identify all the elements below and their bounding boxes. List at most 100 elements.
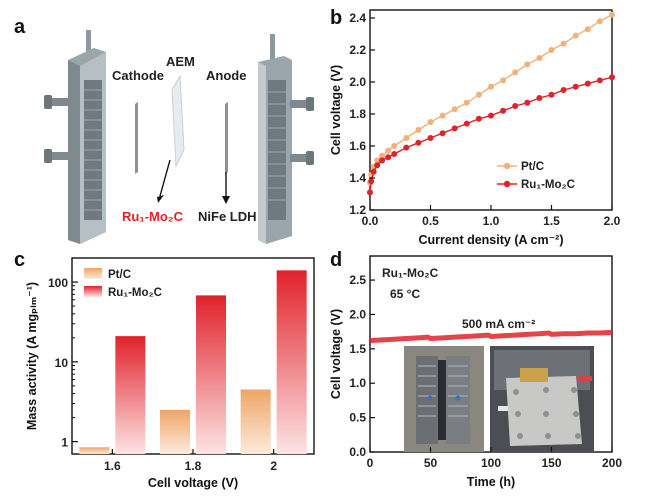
chart-b-xtick-label: 1.0 bbox=[483, 214, 500, 228]
chart-b-point bbox=[475, 91, 482, 98]
chart-b-point bbox=[512, 103, 519, 109]
chart-d-xtick-label: 50 bbox=[424, 456, 438, 470]
chart-b-point bbox=[427, 119, 434, 125]
chart-b-xtick-label: 0.5 bbox=[422, 214, 439, 228]
chart-b-point bbox=[548, 47, 555, 53]
chart-b-legend-ru: Ru₁-Mo₂C bbox=[521, 179, 575, 191]
chart-b-ytick-label: 1.4 bbox=[349, 171, 366, 185]
chart-c-bar bbox=[115, 336, 146, 454]
chart-c-bar bbox=[276, 270, 307, 454]
panel-letter-a: a bbox=[14, 16, 26, 38]
chart-b-point bbox=[385, 154, 392, 161]
chart-b-point bbox=[391, 143, 398, 149]
chart-d-xlabel: Time (h) bbox=[467, 475, 515, 489]
chart-b-ytick-label: 2.0 bbox=[349, 75, 366, 89]
chart-b-line-1 bbox=[369, 76, 613, 193]
cathode-label: Cathode bbox=[112, 68, 164, 83]
chart-b-ylabel: Cell voltage (V) bbox=[329, 65, 343, 155]
chart-c-legend-ptc: Pt/C bbox=[108, 269, 131, 281]
chart-b-point bbox=[524, 61, 531, 68]
chart-b-point bbox=[391, 151, 398, 157]
chart-b-point bbox=[536, 55, 543, 61]
chart-c-bar bbox=[196, 295, 226, 454]
chart-b-point bbox=[548, 91, 555, 98]
chart-d-xtick-label: 100 bbox=[481, 456, 501, 470]
anode-catalyst-label: NiFe LDH bbox=[198, 209, 257, 224]
chart-b-point bbox=[609, 11, 615, 18]
anode-label: Anode bbox=[206, 68, 246, 83]
chart-c-bar bbox=[240, 389, 271, 454]
chart-b-point bbox=[463, 120, 470, 127]
panel-a: a bbox=[14, 16, 314, 244]
chart-b-point bbox=[584, 26, 591, 33]
aem-membrane bbox=[171, 74, 185, 168]
chart-b-point bbox=[451, 125, 458, 132]
chart-b-point bbox=[488, 112, 494, 119]
chart-c-ylabel: Mass activity (A mgₚₗₘ⁻¹) bbox=[25, 282, 39, 430]
chart-b-point bbox=[572, 32, 579, 39]
chart-b-point bbox=[403, 135, 410, 141]
chart-c-xlabel: Cell voltage (V) bbox=[148, 476, 238, 490]
chart-d-marks bbox=[369, 329, 613, 344]
chart-b-ticks: 0.0 0.5 1.0 1.5 2.0 1.2 1.4 1.6 1.8 2.0 2.2 2.4 bbox=[349, 11, 620, 228]
chart-d-ytick-label: 0.0 bbox=[349, 445, 366, 459]
chart-d-xtick-label: 200 bbox=[602, 456, 622, 470]
chart-b-point bbox=[385, 147, 392, 154]
panel-b: b 0.0 0.5 1.0 1.5 2.0 1.2 1.4 1.6 1.8 2.0 2.2 2.4 C… bbox=[329, 7, 621, 247]
chart-b-point bbox=[572, 83, 579, 90]
chart-b-legend-ptc: Pt/C bbox=[521, 161, 544, 173]
cathode-electrode bbox=[135, 102, 138, 174]
chart-b-xlabel: Current density (A cm⁻²) bbox=[418, 233, 563, 247]
chart-b-point bbox=[379, 152, 386, 159]
chart-b-point bbox=[439, 130, 446, 137]
panel-d: d bbox=[329, 249, 622, 489]
electrolyzer-photo-right bbox=[490, 346, 594, 452]
chart-c-marks bbox=[79, 270, 307, 454]
left-end-plate bbox=[44, 30, 106, 244]
panel-c: c 1.6 1.8 2 1 10 100 Cell voltage (V) Mass ac… bbox=[14, 249, 315, 490]
chart-d-ytick-label: 2.5 bbox=[349, 273, 366, 287]
chart-d-ytick-label: 1.0 bbox=[349, 376, 366, 390]
chart-c-xtick-label: 1.6 bbox=[104, 459, 121, 473]
chart-b-point bbox=[415, 127, 422, 133]
panel-letter-d: d bbox=[330, 249, 342, 271]
chart-b-point bbox=[367, 189, 373, 196]
chart-b-point bbox=[374, 157, 381, 164]
chart-b-point bbox=[560, 87, 567, 93]
chart-b-point bbox=[415, 139, 422, 146]
chart-d-annotation-current: 500 mA cm⁻² bbox=[462, 317, 535, 331]
chart-b-point bbox=[584, 80, 591, 87]
chart-c-bar bbox=[79, 447, 110, 454]
chart-d-xtick-label: 150 bbox=[541, 456, 561, 470]
chart-b-point bbox=[500, 107, 507, 114]
chart-b-plot-area bbox=[369, 9, 613, 211]
electrolyzer-photo-left bbox=[404, 346, 484, 452]
chart-b-point bbox=[488, 83, 494, 90]
chart-d-line-0 bbox=[369, 329, 613, 344]
chart-b-legend: Pt/C Ru₁-Mo₂C bbox=[497, 161, 575, 191]
right-end-plate bbox=[258, 34, 314, 244]
chart-c-xtick-label: 2 bbox=[270, 459, 277, 473]
chart-c-legend-ru: Ru₁-Mo₂C bbox=[108, 287, 162, 299]
chart-b-point bbox=[512, 69, 519, 76]
chart-c-bar bbox=[160, 409, 190, 454]
chart-d-ticks: 0 50 100 150 200 0.0 0.5 1.0 1.5 2.0 2.5 bbox=[349, 273, 622, 470]
chart-b-ytick-label: 2.2 bbox=[349, 43, 366, 57]
chart-c-ytick-label: 100 bbox=[48, 276, 68, 290]
chart-b-xtick-label: 2.0 bbox=[604, 214, 621, 228]
chart-b-point bbox=[596, 77, 603, 84]
chart-b-point bbox=[500, 77, 507, 84]
chart-b-point bbox=[370, 168, 377, 175]
chart-b-point bbox=[463, 99, 470, 106]
chart-b-point bbox=[451, 106, 458, 113]
chart-b-xtick-label: 1.5 bbox=[543, 214, 560, 228]
chart-b-point bbox=[374, 162, 381, 169]
chart-c-xtick-label: 1.8 bbox=[185, 459, 202, 473]
chart-d-annotation-temperature: 65 °C bbox=[390, 287, 420, 301]
chart-c-ticks: 1.6 1.8 2 1 10 100 bbox=[48, 257, 277, 473]
chart-d-ytick-label: 0.5 bbox=[349, 411, 366, 425]
chart-b-marks bbox=[367, 11, 615, 196]
chart-b-ytick-label: 1.8 bbox=[349, 107, 366, 121]
chart-c-ytick-label: 1 bbox=[61, 436, 68, 450]
